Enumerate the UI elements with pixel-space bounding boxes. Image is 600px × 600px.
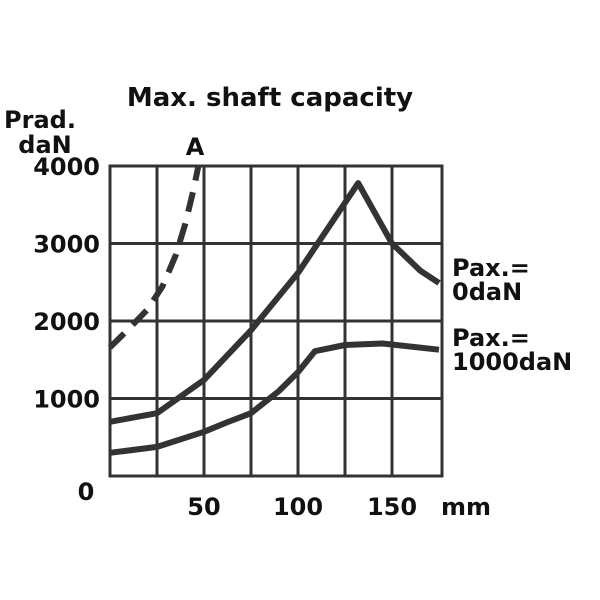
- y-tick-label: 4000: [33, 153, 100, 181]
- x-tick-label: 100: [273, 493, 323, 521]
- y-tick-label: 1000: [33, 386, 100, 414]
- x-tick-label: 50: [187, 493, 220, 521]
- y-axis-label-line2: daN: [18, 131, 71, 159]
- y-tick-label: 3000: [33, 231, 100, 259]
- series-line-a: [107, 165, 202, 350]
- series-line-pax-1000: [109, 340, 440, 456]
- series-label-line: 0daN: [452, 278, 522, 306]
- chart-title: Max. shaft capacity: [127, 83, 413, 113]
- x-tick-label: 150: [367, 493, 417, 521]
- series-label-a: A: [186, 133, 205, 161]
- y-axis-label-line1: Prad.: [4, 106, 76, 134]
- series-label-line: Pax.=: [452, 324, 530, 352]
- origin-label: 0: [78, 478, 95, 506]
- series-line-pax-0: [109, 180, 441, 425]
- series-label-line: Pax.=: [452, 254, 530, 282]
- y-tick-label: 2000: [33, 308, 100, 336]
- x-axis-unit-label: mm: [441, 493, 491, 521]
- series-label-line: 1000daN: [452, 348, 572, 376]
